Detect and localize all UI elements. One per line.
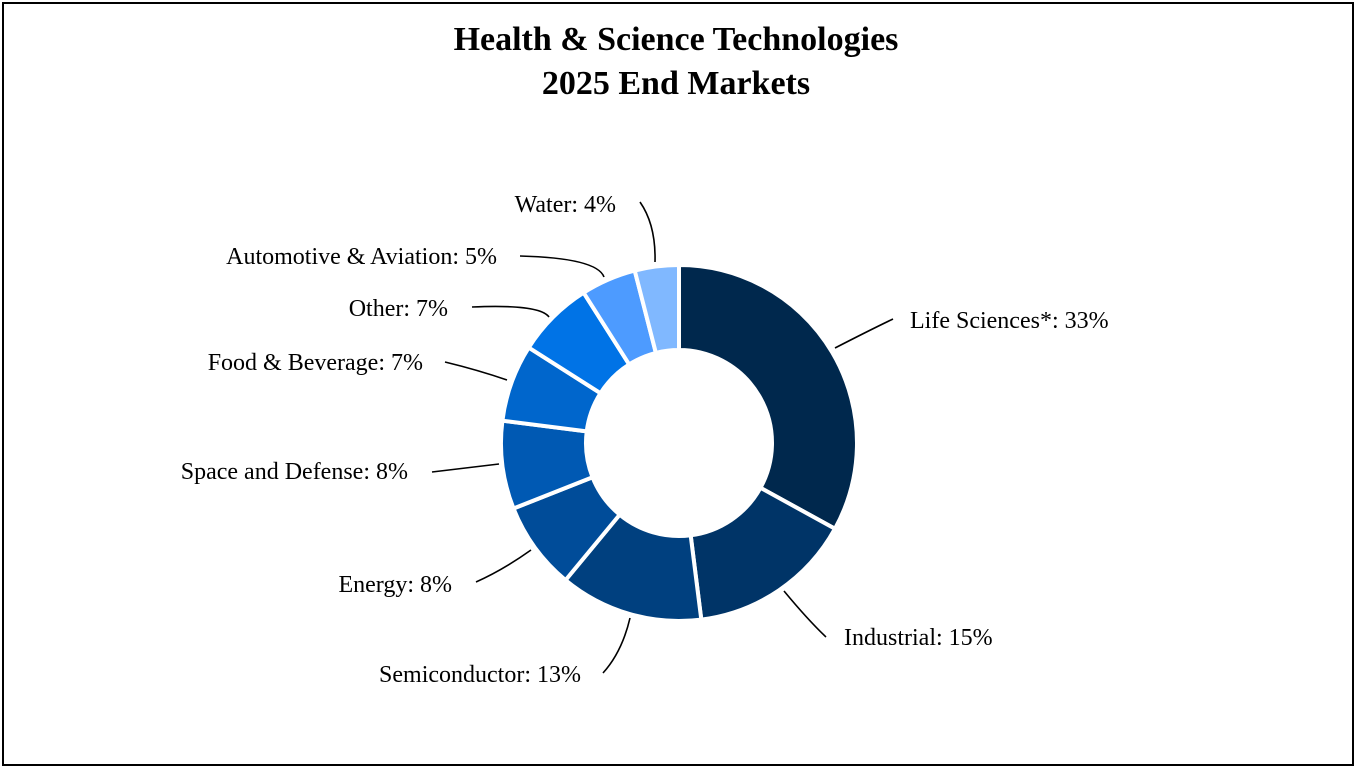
slices-layer bbox=[499, 263, 859, 623]
leader-line-food-beverage bbox=[444, 361, 508, 381]
leader-lines-layer bbox=[431, 201, 894, 674]
data-label-other: Other: 7% bbox=[349, 296, 448, 322]
chart-title-line-2: 2025 End Markets bbox=[541, 65, 811, 102]
data-label-water: Water: 4% bbox=[515, 192, 616, 218]
slice-industrial bbox=[688, 485, 837, 622]
labels-layer: Life Sciences*: 33% Industrial: 15% Semico… bbox=[181, 192, 1109, 688]
data-label-space-and-defense: Space and Defense: 8% bbox=[181, 459, 408, 485]
leader-line-semiconductor bbox=[602, 617, 631, 674]
chart-title-line-1: Health & Science Technologies bbox=[453, 21, 899, 58]
data-label-food-beverage: Food & Beverage: 7% bbox=[208, 350, 423, 376]
leader-line-space-and-defense bbox=[431, 463, 500, 473]
leader-line-energy bbox=[475, 549, 532, 583]
data-label-semiconductor: Semiconductor: 13% bbox=[379, 662, 581, 688]
data-label-automotive-aviation: Automotive & Aviation: 5% bbox=[226, 244, 497, 270]
slice-water bbox=[632, 263, 681, 355]
leader-line-water bbox=[639, 201, 656, 263]
data-label-life-sciences: Life Sciences*: 33% bbox=[910, 308, 1109, 334]
slice-life-sciences bbox=[677, 263, 859, 531]
chart-title: Health & Science Technologies 2025 End M… bbox=[0, 18, 1352, 106]
leader-line-other bbox=[471, 305, 550, 318]
leader-line-life-sciences bbox=[834, 318, 894, 349]
data-label-industrial: Industrial: 15% bbox=[844, 625, 993, 651]
leader-line-automotive-aviation bbox=[519, 255, 605, 278]
leader-line-industrial bbox=[783, 590, 827, 638]
data-label-energy: Energy: 8% bbox=[338, 572, 452, 598]
